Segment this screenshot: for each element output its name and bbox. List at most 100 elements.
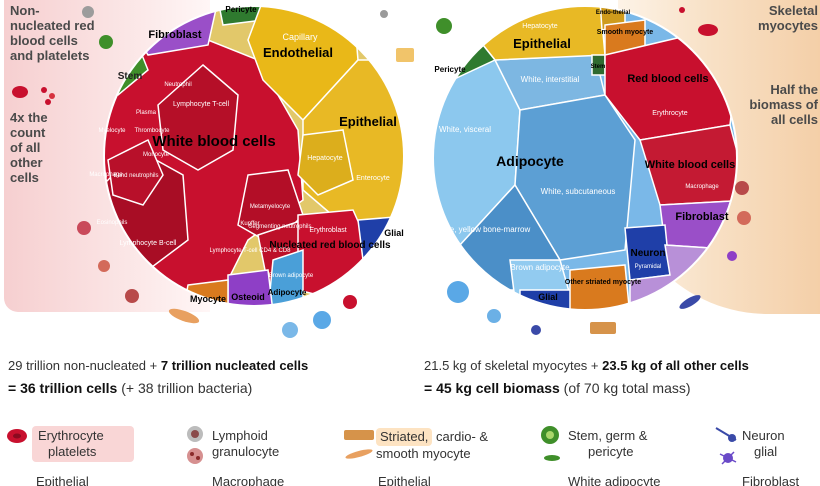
lymph-t-label: Lymphocyte T-cell	[173, 101, 229, 108]
plasma-label: Plasma	[136, 110, 157, 116]
white-interstitial-label: White, interstitial	[521, 75, 580, 84]
left-side-note: 4x the count of all other cells	[10, 110, 48, 185]
metamyelocyte-label: Metamyelocyte	[250, 204, 291, 210]
enterocyte-label: Enterocyte	[356, 175, 390, 182]
endothelial-label: Endothelial	[263, 45, 333, 60]
band-neutrophils-cell	[107, 138, 164, 206]
erythrocyte-icon	[7, 429, 27, 443]
macrophage-label: Macrophage	[89, 172, 123, 178]
capillary-label: Capillary	[282, 32, 318, 42]
right-stats-total: = 45 kg cell biomass	[424, 380, 560, 396]
left-stats-bacteria: (+ 38 trillion bacteria)	[117, 380, 253, 396]
epithelial-label: Epithelial	[339, 114, 397, 129]
white-yellow-label: White, yellow bone-marrow	[434, 225, 531, 234]
legend-erythrocyte: Erythrocyte platelets	[32, 426, 134, 462]
legend-row-3: Epithelial Macrophage Epithelial White a…	[0, 474, 820, 486]
lymphoid-icon	[187, 426, 203, 464]
osteoid-label: Osteoid	[231, 292, 265, 302]
legend-neuron: Neuron glial	[742, 428, 818, 460]
right-stats-mass: (of 70 kg total mass)	[559, 380, 691, 396]
lymph-b-label: Lymphocyte B-cell	[120, 240, 177, 247]
pyramidal-label: Pyramidal	[635, 264, 662, 270]
white-blood-label: White blood cells	[152, 133, 275, 150]
legend-row3-e: Fibroblast	[742, 474, 800, 486]
neutrophil-label: Neutrophil	[164, 82, 191, 88]
left-stats-line-1: 29 trillion non-nucleated + 7 trillion n…	[8, 358, 408, 373]
adipocyte-label: Adipocyte	[268, 288, 307, 297]
left-stats-line-2: = 36 trillion cells (+ 38 trillion bacte…	[8, 380, 408, 396]
fibroblast-label: Fibroblast	[148, 29, 202, 41]
legend-lymphoid-label: Lymphoid	[212, 428, 268, 443]
stem-cell-icon	[541, 426, 560, 461]
right-side-note: Half the biomass of all cells	[749, 82, 818, 127]
fibroblast-region	[659, 199, 737, 251]
white-blood-region	[639, 124, 737, 206]
legend-row3-a: Epithelial	[36, 474, 89, 486]
tcell-cd4-label: Lymphocyte T-cell CD4 & CD8	[209, 248, 291, 254]
legend-striated: Striated, cardio- & smooth myocyte	[376, 428, 516, 462]
erythroblast-label: Erythroblast	[309, 227, 346, 234]
legend-erythrocyte-label: Erythrocyte	[38, 428, 104, 443]
monocyte-label: Monocyte	[143, 152, 170, 158]
cell-mass-voronoi: Adipocyte Epithelial Red blood cells Whi…	[432, 5, 738, 311]
neuron-icon	[531, 325, 541, 335]
lymphocyte-t-cell-cell	[157, 64, 239, 171]
legend-row3-c: Epithelial	[378, 474, 431, 486]
other-striated-region	[569, 264, 631, 310]
hepatocyte-cell	[297, 129, 354, 196]
white-visceral-label: White, visceral	[439, 125, 491, 134]
hepatocyte-label: Hepatocyte	[307, 155, 343, 162]
myocyte-icon	[590, 322, 616, 334]
right-side-label: Skeletal myocytes	[758, 3, 818, 33]
segmenting-label: Segmenting neutrophils	[248, 224, 311, 230]
legend-stem: Stem, germ & pericyte	[568, 428, 688, 460]
brown-adipocyte-label: Brown adipocyte	[510, 263, 570, 272]
legend-stem-label: Stem, germ &	[568, 428, 648, 443]
smooth-myocyte-label: Smooth myocyte	[597, 29, 654, 36]
right-stats-line-2: = 45 kg cell biomass (of 70 kg total mas…	[424, 380, 820, 396]
kupffer-label: Kupffer	[240, 221, 259, 227]
glial-label: Glial	[538, 292, 558, 302]
legend-cardio-label: cardio- &	[432, 429, 489, 444]
legend-striated-label: Striated,	[376, 428, 433, 446]
myocyte-label: Myocyte	[190, 294, 226, 304]
red-blood-label: Red blood cells	[627, 73, 708, 85]
epithelial-region	[474, 6, 606, 61]
glial-label: Glial	[384, 228, 404, 238]
right-stats-line-1: 21.5 kg of skeletal myocytes + 23.5 kg o…	[424, 358, 820, 373]
nucleated-rbc-label: Nucleated red blood cells	[269, 240, 391, 251]
eosinophils-label: Eosinophils	[97, 220, 128, 226]
adipocyte-label: Adipocyte	[496, 153, 564, 169]
legend: Erythrocyte platelets Lymphoid granulocy…	[0, 420, 820, 486]
hepatocyte-label: Hepatocyte	[522, 23, 558, 30]
legend-pericyte-label: pericyte	[588, 444, 634, 459]
left-stats-b: 7 trillion nucleated cells	[160, 358, 309, 373]
left-stats-total: = 36 trillion cells	[8, 380, 118, 396]
endothelial-label: Endo-thelial	[596, 10, 631, 16]
pericyte-label: Pericyte	[434, 65, 466, 74]
right-stats-b: 23.5 kg of all other cells	[602, 358, 749, 373]
fibroblast-label: Fibroblast	[675, 211, 729, 223]
legend-smooth-label: smooth myocyte	[376, 446, 471, 461]
stem-label: Stem	[118, 71, 143, 82]
legend-lymphoid: Lymphoid granulocyte	[212, 428, 322, 460]
epithelial-label: Epithelial	[513, 36, 571, 51]
band-label: Band neutrophils	[113, 173, 158, 179]
other-striated-label: Other striated myocyte	[565, 279, 641, 286]
brown-adipocyte-label: Brown adipocyte	[269, 273, 314, 279]
myelocyte-label: Myelocyte	[98, 128, 126, 134]
adipocyte-icon	[313, 311, 331, 329]
pericyte-label: Pericyte	[225, 5, 257, 14]
macrophage-label: Macrophage	[685, 184, 719, 190]
white-blood-label: White blood cells	[645, 159, 735, 171]
legend-row3-b: Macrophage	[212, 474, 285, 486]
left-side-label: Non-nucleated red blood cells and platel…	[10, 3, 95, 63]
cell-count-voronoi: White blood cells Endothelial Capillary …	[89, 5, 405, 307]
myocyte-icon	[344, 430, 374, 459]
legend-row3-d: White adipocyte	[568, 474, 661, 486]
legend-platelets-label: platelets	[48, 444, 97, 459]
legend-neuron-label: Neuron	[742, 428, 785, 443]
neuron-icon	[715, 427, 737, 465]
neuron-label: Neuron	[631, 248, 666, 259]
left-stats-a: 29 trillion non-nucleated +	[8, 358, 161, 373]
